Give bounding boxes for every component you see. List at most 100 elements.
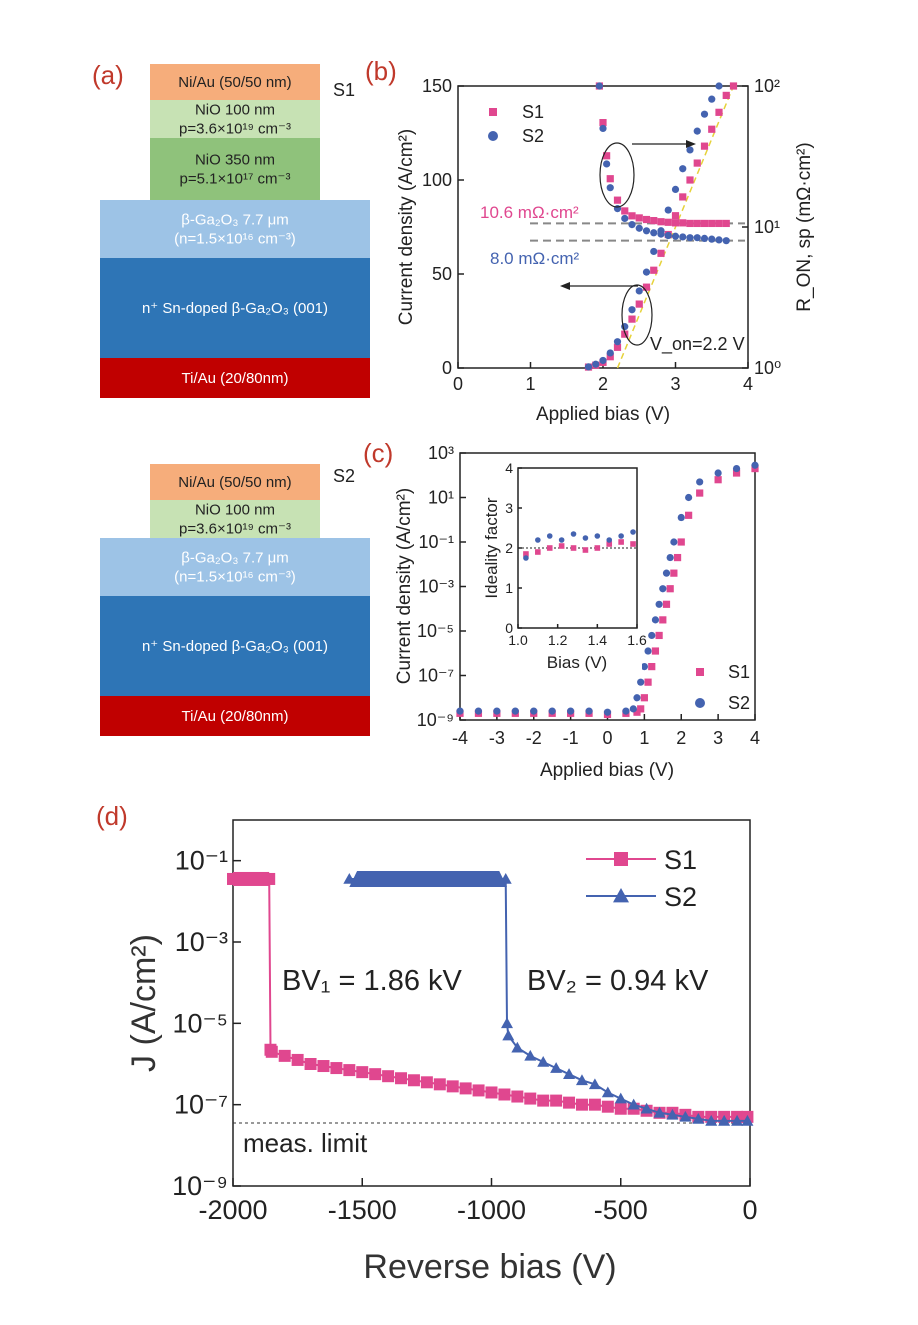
- data-point-s2-ron: [664, 231, 672, 240]
- data-point-s2: [640, 663, 648, 671]
- x-tick-label: 2: [676, 728, 686, 748]
- y-tick-label: 100: [422, 170, 452, 190]
- x-tick-label: 3: [713, 728, 723, 748]
- legend-label-s1: S1: [728, 662, 750, 682]
- data-point-s1-j: [628, 315, 636, 323]
- data-point-s1-ron: [693, 219, 701, 228]
- data-point-s1-ron: [715, 219, 723, 228]
- inset-data-point-s2: [570, 531, 577, 537]
- data-point-s1: [677, 538, 685, 546]
- data-point-s2: [732, 464, 741, 473]
- y-tick-label: 10⁻⁹: [417, 710, 454, 730]
- data-point-s2: [637, 678, 645, 686]
- data-point-s2: [585, 707, 593, 715]
- data-point-s2-ron: [650, 229, 658, 237]
- x-axis-label: Applied bias (V): [540, 760, 674, 781]
- y-tick-label: 10³: [428, 443, 454, 463]
- data-point-s1: [633, 708, 641, 716]
- x-tick-label: 0: [602, 728, 612, 748]
- data-point-s2: [731, 1114, 744, 1126]
- data-point-s1-ron: [664, 218, 672, 226]
- x-tick-label: -1500: [328, 1195, 397, 1225]
- data-point-s2: [502, 1029, 515, 1041]
- data-point-s2: [655, 600, 663, 608]
- inset-x-tick-label: 1.0: [508, 632, 528, 648]
- y2-axis-label: R_ON, sp (mΩ·cm²): [794, 142, 815, 311]
- data-point-s2: [666, 1108, 679, 1120]
- plateau-s2: [349, 870, 508, 887]
- data-point-s1: [433, 1078, 446, 1091]
- layer-label: Ni/Au (50/50 nm): [178, 74, 291, 91]
- inset-data-point-s2: [523, 555, 529, 561]
- data-point-s1-j: [657, 249, 665, 257]
- x-tick-label: -2: [526, 728, 542, 748]
- data-point-s2-ron: [722, 237, 730, 245]
- data-point-s2-ron: [599, 124, 607, 133]
- y-tick-label: 10⁻⁵: [417, 621, 454, 641]
- inset-data-point-s2: [546, 533, 553, 539]
- y-tick-label: 10⁻⁵: [173, 1008, 228, 1038]
- data-point-s1: [662, 600, 671, 608]
- inset-data-point-s1: [558, 543, 565, 549]
- data-point-s2: [659, 585, 667, 593]
- x-tick-label: -3: [489, 728, 505, 748]
- data-point-s1-j: [715, 108, 723, 116]
- data-point-s1: [685, 511, 693, 519]
- data-point-s1: [524, 1092, 537, 1105]
- inset-data-point-s2: [582, 535, 589, 541]
- data-point-s1-ron: [621, 207, 629, 215]
- legend-marker-s1: [614, 852, 628, 866]
- layer-rect: [150, 464, 320, 500]
- data-point-s2: [677, 513, 685, 522]
- data-point-s1-ron: [628, 212, 636, 220]
- y-tick-label: 10⁻⁷: [418, 666, 454, 686]
- legend-marker-s1: [489, 108, 497, 116]
- inset-x-tick-label: 1.2: [548, 632, 568, 648]
- data-point-s1-ron: [642, 215, 651, 224]
- data-point-s1: [648, 663, 656, 671]
- data-point-s1-j: [700, 142, 709, 150]
- data-point-s1-ron: [657, 218, 665, 226]
- data-point-s2: [644, 647, 652, 655]
- layer-label: NiO 350 nm: [195, 152, 275, 169]
- data-point-s1: [575, 1098, 588, 1111]
- inset-data-point-s2: [594, 533, 601, 539]
- data-point-s2: [622, 707, 630, 715]
- data-point-s2-j: [686, 146, 694, 154]
- data-point-s2: [648, 631, 656, 640]
- data-point-s2: [511, 707, 519, 715]
- data-point-s1: [696, 489, 704, 497]
- data-point-s1-ron: [613, 196, 622, 204]
- y2-tick-label: 10⁰: [754, 358, 781, 378]
- data-point-s2: [692, 1112, 705, 1124]
- data-point-s2: [679, 1110, 692, 1122]
- x-tick-label: -500: [594, 1195, 648, 1225]
- stack-s1-sample-label: S1: [333, 80, 355, 100]
- y-tick-label: 10⁻¹: [418, 532, 454, 552]
- legend-label-s1: S1: [664, 845, 697, 875]
- data-point-s1-j: [693, 159, 701, 167]
- data-point-s1-j: [613, 343, 622, 351]
- data-point-s1-j: [686, 176, 694, 184]
- data-point-s2: [493, 707, 501, 715]
- y-tick-label: 10⁻³: [418, 577, 454, 597]
- layer-label: n⁺ Sn-doped β-Ga₂O₃ (001): [142, 638, 328, 655]
- x-tick-label: 2: [598, 374, 608, 394]
- legend-marker-s1: [696, 668, 704, 676]
- data-point-s1-j: [679, 193, 687, 201]
- data-point-s1-j: [642, 283, 651, 291]
- inset-y-tick-label: 2: [505, 540, 513, 556]
- plateau-s1: [233, 871, 270, 886]
- layer-label: NiO 100 nm: [195, 502, 275, 519]
- data-point-s1: [459, 1082, 472, 1095]
- data-point-s2: [550, 1062, 563, 1073]
- y2-tick-label: 10¹: [754, 217, 780, 237]
- data-point-s2: [456, 707, 464, 715]
- y-tick-label: 10⁻¹: [175, 846, 228, 876]
- data-point-s1-j: [650, 266, 658, 274]
- data-point-s2-j: [708, 95, 716, 103]
- data-point-s2-ron: [715, 236, 723, 244]
- data-point-s1: [511, 1090, 524, 1103]
- inset-x-axis-label: Bias (V): [547, 653, 607, 672]
